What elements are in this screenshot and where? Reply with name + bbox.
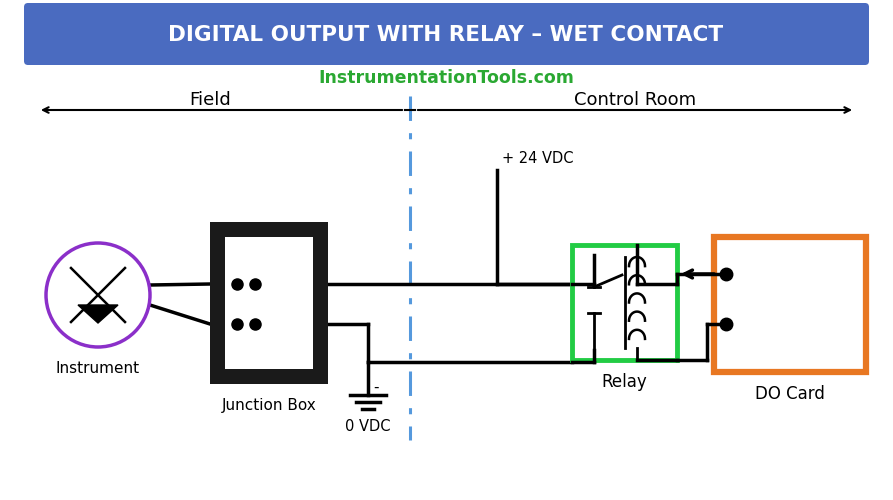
Text: Control Room: Control Room: [574, 91, 696, 109]
Text: Field: Field: [189, 91, 231, 109]
Text: + 24 VDC: + 24 VDC: [502, 151, 573, 166]
Text: Instrument: Instrument: [56, 361, 140, 376]
Text: Junction Box: Junction Box: [221, 398, 316, 413]
Text: CH +: CH +: [739, 266, 777, 281]
Bar: [714, 237, 866, 372]
Bar: [225, 237, 313, 369]
Text: DIGITAL OUTPUT WITH RELAY – WET CONTACT: DIGITAL OUTPUT WITH RELAY – WET CONTACT: [169, 25, 723, 45]
Polygon shape: [78, 305, 118, 323]
Text: InstrumentationTools.com: InstrumentationTools.com: [318, 69, 574, 87]
Text: DO Card: DO Card: [755, 385, 825, 403]
Text: -: -: [373, 380, 379, 394]
Bar: [572, 245, 677, 360]
Text: CH -: CH -: [739, 316, 770, 332]
Text: Relay: Relay: [602, 373, 647, 391]
FancyBboxPatch shape: [24, 3, 869, 65]
Bar: [210, 222, 328, 384]
Text: 0 VDC: 0 VDC: [346, 419, 391, 434]
Text: 24 VDC: 24 VDC: [722, 249, 774, 263]
